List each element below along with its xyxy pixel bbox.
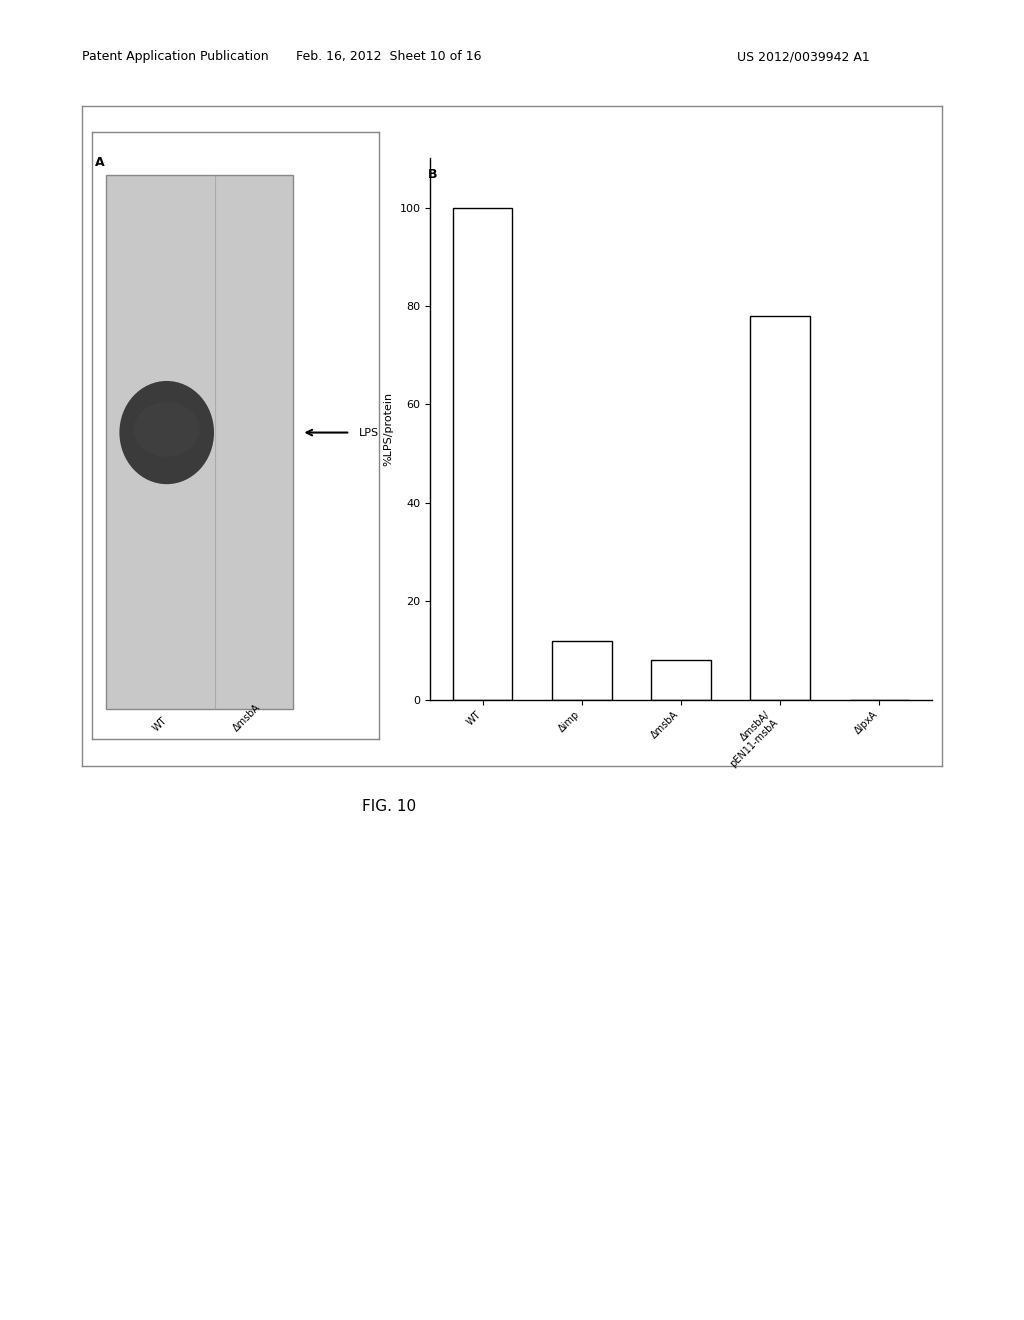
Text: B: B [428, 168, 437, 181]
Bar [552, 640, 611, 700]
Text: ΔmsbA: ΔmsbA [231, 702, 262, 733]
Text: LPS: LPS [358, 428, 379, 437]
Text: FIG. 10: FIG. 10 [362, 799, 416, 813]
Bar [453, 207, 512, 700]
Text: Patent Application Publication: Patent Application Publication [82, 50, 268, 63]
FancyBboxPatch shape [106, 174, 293, 709]
Text: US 2012/0039942 A1: US 2012/0039942 A1 [737, 50, 870, 63]
Ellipse shape [120, 381, 214, 484]
Bar [751, 315, 810, 700]
Text: Feb. 16, 2012  Sheet 10 of 16: Feb. 16, 2012 Sheet 10 of 16 [296, 50, 482, 63]
Text: WT: WT [151, 715, 169, 733]
Bar [651, 660, 711, 700]
Ellipse shape [134, 403, 200, 457]
Text: A: A [95, 156, 104, 169]
Y-axis label: %LPS/protein: %LPS/protein [384, 392, 394, 466]
